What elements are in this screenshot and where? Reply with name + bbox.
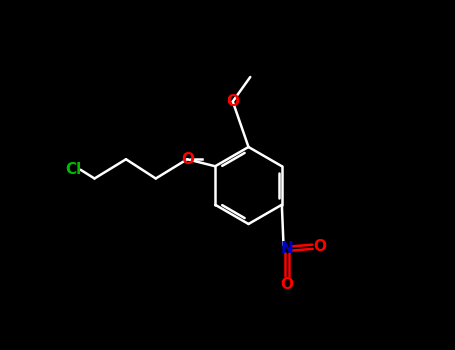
Text: N: N [281, 241, 293, 256]
Text: O: O [314, 239, 327, 254]
Text: O: O [280, 277, 293, 292]
Text: Cl: Cl [66, 162, 81, 177]
Text: O: O [181, 152, 194, 167]
Text: O: O [226, 94, 239, 109]
